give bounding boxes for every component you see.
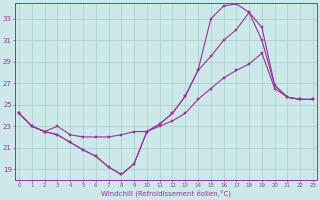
X-axis label: Windchill (Refroidissement éolien,°C): Windchill (Refroidissement éolien,°C) [101,190,231,197]
